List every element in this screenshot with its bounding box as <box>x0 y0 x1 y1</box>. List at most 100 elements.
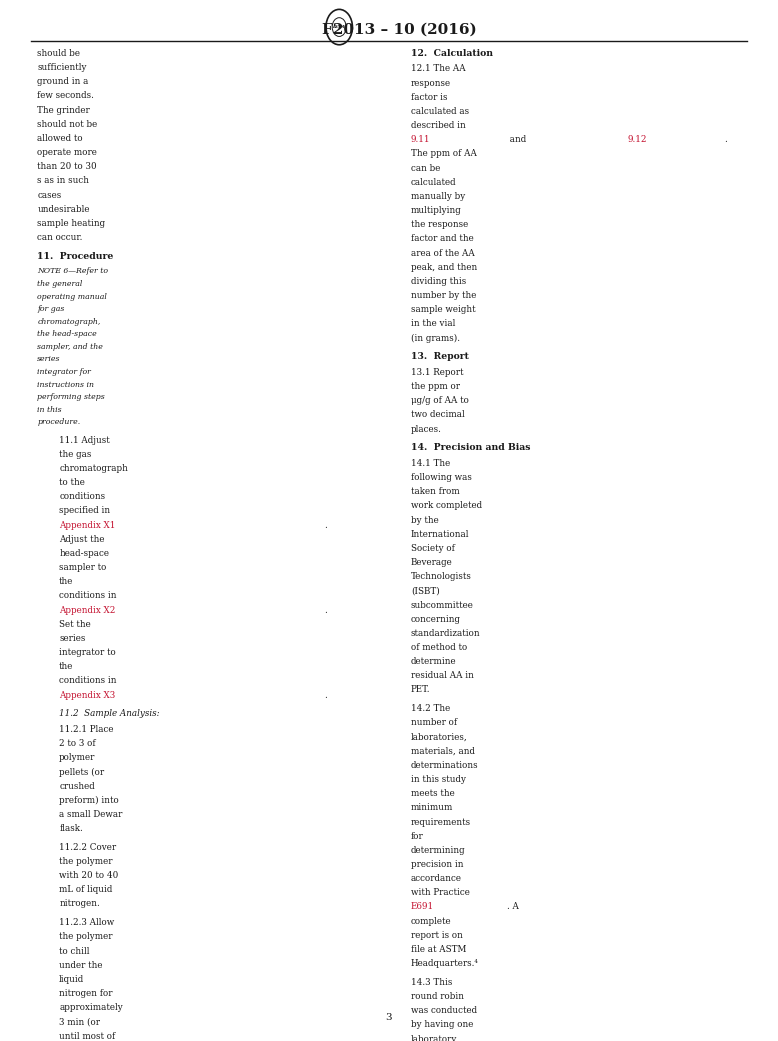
Text: sampler to: sampler to <box>59 563 107 573</box>
Text: chromatograph,: chromatograph, <box>37 318 100 326</box>
Text: 11.2.2 Cover: 11.2.2 Cover <box>59 843 116 852</box>
Text: factor is: factor is <box>411 93 447 102</box>
Text: .: . <box>324 690 327 700</box>
Text: the: the <box>59 578 73 586</box>
Text: NOTE 6—Refer to: NOTE 6—Refer to <box>37 268 108 276</box>
Text: determining: determining <box>411 846 465 855</box>
Text: .: . <box>324 606 327 614</box>
Text: in this: in this <box>37 406 62 414</box>
Text: the: the <box>59 662 73 671</box>
Text: Appendix X3: Appendix X3 <box>59 690 115 700</box>
Text: few seconds.: few seconds. <box>37 92 94 100</box>
Text: 13.  Report: 13. Report <box>411 352 468 361</box>
Text: ASTM: ASTM <box>333 25 345 29</box>
Text: to chill: to chill <box>59 946 89 956</box>
Text: crushed: crushed <box>59 782 95 790</box>
Text: conditions: conditions <box>59 492 105 502</box>
Text: E691: E691 <box>411 903 434 912</box>
Text: materials, and: materials, and <box>411 746 475 756</box>
Text: series: series <box>59 634 86 643</box>
Text: Adjust the: Adjust the <box>59 535 104 543</box>
Text: performing steps: performing steps <box>37 393 105 401</box>
Text: than 20 to 30: than 20 to 30 <box>37 162 97 171</box>
Text: International: International <box>411 530 469 538</box>
Text: 9.11: 9.11 <box>411 135 430 145</box>
Text: liquid: liquid <box>59 975 84 984</box>
Text: dividing this: dividing this <box>411 277 466 286</box>
Text: Headquarters.⁴: Headquarters.⁴ <box>411 959 478 968</box>
Text: preform) into: preform) into <box>59 795 119 805</box>
Text: 9.12: 9.12 <box>628 135 647 145</box>
Text: laboratories,: laboratories, <box>411 733 468 741</box>
Text: peak, and then: peak, and then <box>411 262 477 272</box>
Text: manually by: manually by <box>411 192 465 201</box>
Text: ground in a: ground in a <box>37 77 89 86</box>
Text: file at ASTM: file at ASTM <box>411 945 466 954</box>
Text: 3: 3 <box>386 1013 392 1022</box>
Text: factor and the: factor and the <box>411 234 474 244</box>
Text: accordance: accordance <box>411 874 462 883</box>
Text: should not be: should not be <box>37 120 97 129</box>
Text: a small Dewar: a small Dewar <box>59 810 122 819</box>
Text: precision in: precision in <box>411 860 463 869</box>
Text: area of the AA: area of the AA <box>411 249 475 257</box>
Text: determinations: determinations <box>411 761 478 770</box>
Text: allowed to: allowed to <box>37 134 83 143</box>
Text: 14.1 The: 14.1 The <box>411 459 450 467</box>
Text: requirements: requirements <box>411 817 471 827</box>
Text: described in: described in <box>411 121 465 130</box>
Text: places.: places. <box>411 425 442 433</box>
Text: polymer: polymer <box>59 754 96 762</box>
Text: μg/g of AA to: μg/g of AA to <box>411 397 468 405</box>
Text: the ppm or: the ppm or <box>411 382 460 391</box>
Text: work completed: work completed <box>411 502 482 510</box>
Text: 3 min (or: 3 min (or <box>59 1017 100 1026</box>
Text: operate more: operate more <box>37 148 97 157</box>
Text: response: response <box>411 79 451 87</box>
Text: nitrogen for: nitrogen for <box>59 989 113 998</box>
Text: with 20 to 40: with 20 to 40 <box>59 871 118 881</box>
Text: should be: should be <box>37 49 80 58</box>
Text: .: . <box>324 520 327 530</box>
Text: nitrogen.: nitrogen. <box>59 899 100 909</box>
Text: complete: complete <box>411 917 451 925</box>
Text: 2 to 3 of: 2 to 3 of <box>59 739 96 748</box>
Text: 13.1 Report: 13.1 Report <box>411 367 463 377</box>
Text: the polymer: the polymer <box>59 857 113 866</box>
Text: of method to: of method to <box>411 643 467 652</box>
Text: round robin: round robin <box>411 992 464 1001</box>
Text: 12.1 The AA: 12.1 The AA <box>411 65 465 74</box>
Text: the polymer: the polymer <box>59 933 113 941</box>
Text: determine: determine <box>411 657 457 666</box>
Text: minimum: minimum <box>411 804 453 812</box>
Text: taken from: taken from <box>411 487 460 497</box>
Text: 14.  Precision and Bias: 14. Precision and Bias <box>411 443 531 453</box>
Text: approximately: approximately <box>59 1004 123 1012</box>
Text: F2013 – 10 (2016): F2013 – 10 (2016) <box>322 23 476 36</box>
Text: conditions in: conditions in <box>59 677 117 685</box>
Text: number by the: number by the <box>411 291 476 300</box>
Text: can occur.: can occur. <box>37 233 82 242</box>
Text: with Practice: with Practice <box>411 888 470 897</box>
Text: sample weight: sample weight <box>411 305 475 314</box>
Text: concerning: concerning <box>411 614 461 624</box>
Text: pellets (or: pellets (or <box>59 767 104 777</box>
Text: meets the: meets the <box>411 789 454 798</box>
Text: the gas: the gas <box>59 450 92 459</box>
Text: (in grams).: (in grams). <box>411 333 460 342</box>
Text: can be: can be <box>411 163 440 173</box>
Text: integrator to: integrator to <box>59 649 116 657</box>
Text: s as in such: s as in such <box>37 176 89 185</box>
Text: head-space: head-space <box>59 549 109 558</box>
Text: the response: the response <box>411 221 468 229</box>
Text: 11.2.1 Place: 11.2.1 Place <box>59 725 114 734</box>
Text: until most of: until most of <box>59 1032 115 1041</box>
Text: by the: by the <box>411 515 439 525</box>
Text: subcommittee: subcommittee <box>411 601 474 609</box>
Text: sample heating: sample heating <box>37 219 106 228</box>
Text: 14.2 The: 14.2 The <box>411 705 450 713</box>
Text: specified in: specified in <box>59 507 110 515</box>
Text: The grinder: The grinder <box>37 105 90 115</box>
Text: 11.2.3 Allow: 11.2.3 Allow <box>59 918 114 928</box>
Text: .: . <box>724 135 727 145</box>
